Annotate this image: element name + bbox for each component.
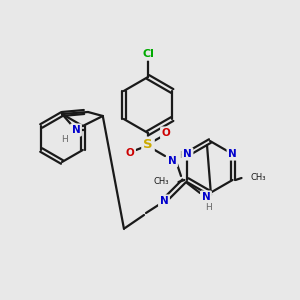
Text: N: N — [228, 149, 237, 159]
Text: N: N — [72, 125, 80, 135]
Text: S: S — [143, 139, 153, 152]
Text: N: N — [202, 192, 210, 202]
Text: H: H — [205, 203, 212, 212]
Text: N: N — [160, 196, 168, 206]
Text: H: H — [61, 136, 68, 145]
Text: CH₃: CH₃ — [154, 178, 170, 187]
Text: Cl: Cl — [142, 49, 154, 59]
Text: N: N — [168, 156, 176, 166]
Text: O: O — [162, 128, 170, 138]
Text: N: N — [183, 149, 192, 159]
Text: H: H — [178, 151, 185, 160]
Text: O: O — [126, 148, 134, 158]
Text: CH₃: CH₃ — [250, 173, 266, 182]
